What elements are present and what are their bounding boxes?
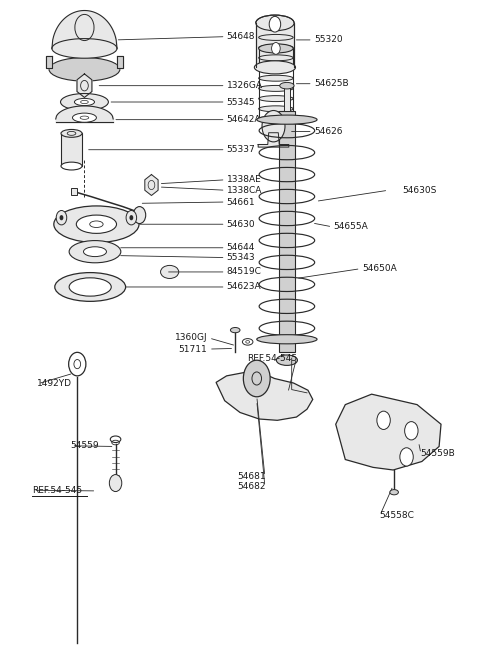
Ellipse shape <box>259 116 293 122</box>
Ellipse shape <box>259 75 293 81</box>
Circle shape <box>262 111 285 142</box>
Circle shape <box>56 210 67 225</box>
Ellipse shape <box>259 85 293 92</box>
Ellipse shape <box>72 113 96 122</box>
Text: 54558C: 54558C <box>379 512 414 520</box>
Polygon shape <box>336 394 441 470</box>
Circle shape <box>133 206 146 223</box>
Bar <box>61 134 82 166</box>
Text: 54630S: 54630S <box>403 186 437 195</box>
Text: REF.54-545: REF.54-545 <box>247 354 298 363</box>
Text: 54648: 54648 <box>227 32 255 41</box>
Text: 55320: 55320 <box>314 35 343 45</box>
Ellipse shape <box>49 58 120 81</box>
Text: 1360GJ: 1360GJ <box>175 333 207 343</box>
Text: 55343: 55343 <box>227 253 255 262</box>
Ellipse shape <box>230 328 240 333</box>
Text: 51711: 51711 <box>179 345 207 354</box>
Text: 54559: 54559 <box>70 441 99 450</box>
Ellipse shape <box>276 355 298 365</box>
Polygon shape <box>77 74 92 98</box>
Polygon shape <box>46 56 52 68</box>
Ellipse shape <box>61 130 82 138</box>
Ellipse shape <box>54 206 139 242</box>
Text: 1338AE: 1338AE <box>227 176 261 184</box>
Ellipse shape <box>254 61 296 74</box>
Ellipse shape <box>55 272 126 301</box>
Text: 1492YD: 1492YD <box>36 379 72 388</box>
Ellipse shape <box>76 215 117 233</box>
Bar <box>284 86 290 111</box>
Bar <box>279 111 295 352</box>
Ellipse shape <box>257 115 317 124</box>
Circle shape <box>272 43 280 54</box>
Text: 54559B: 54559B <box>420 449 455 458</box>
Ellipse shape <box>259 55 293 61</box>
Text: 54644: 54644 <box>227 243 255 252</box>
Ellipse shape <box>280 83 294 89</box>
Ellipse shape <box>52 39 117 58</box>
Ellipse shape <box>259 44 293 53</box>
Text: REF.54-545: REF.54-545 <box>32 486 82 495</box>
Circle shape <box>60 215 63 220</box>
Text: 55345: 55345 <box>227 98 255 107</box>
Text: 54623A: 54623A <box>227 282 261 291</box>
Polygon shape <box>258 133 289 147</box>
Ellipse shape <box>60 94 108 111</box>
Circle shape <box>109 475 122 491</box>
Ellipse shape <box>259 96 293 102</box>
Text: 54655A: 54655A <box>333 222 368 231</box>
Circle shape <box>243 360 270 397</box>
Ellipse shape <box>259 65 293 71</box>
Text: 54650A: 54650A <box>362 264 397 273</box>
Ellipse shape <box>160 265 179 278</box>
Text: 54626: 54626 <box>314 127 343 136</box>
Ellipse shape <box>74 98 95 105</box>
Text: 54682: 54682 <box>237 482 266 491</box>
Ellipse shape <box>259 45 293 50</box>
Text: 54642A: 54642A <box>227 115 261 124</box>
Circle shape <box>400 448 413 466</box>
Ellipse shape <box>259 106 293 112</box>
Text: 54625B: 54625B <box>314 79 349 88</box>
Text: 54681: 54681 <box>237 472 266 481</box>
Circle shape <box>405 422 418 440</box>
Text: 1326GA: 1326GA <box>227 81 263 90</box>
Ellipse shape <box>257 335 317 344</box>
Ellipse shape <box>69 240 121 263</box>
Ellipse shape <box>61 162 82 170</box>
Text: 1338CA: 1338CA <box>227 186 262 195</box>
Text: 84519C: 84519C <box>227 267 262 276</box>
Ellipse shape <box>259 35 293 41</box>
Ellipse shape <box>256 15 294 31</box>
Bar <box>256 23 294 67</box>
Polygon shape <box>117 56 123 68</box>
Circle shape <box>130 215 133 220</box>
Polygon shape <box>216 372 313 421</box>
Ellipse shape <box>69 278 111 296</box>
Circle shape <box>269 16 281 32</box>
Polygon shape <box>145 174 158 195</box>
Text: 55337: 55337 <box>227 145 255 154</box>
Ellipse shape <box>390 489 398 495</box>
Ellipse shape <box>84 247 107 257</box>
Text: 54630: 54630 <box>227 219 255 229</box>
Circle shape <box>377 411 390 430</box>
Bar <box>71 187 77 195</box>
Text: 54661: 54661 <box>227 198 255 206</box>
Circle shape <box>126 210 137 225</box>
